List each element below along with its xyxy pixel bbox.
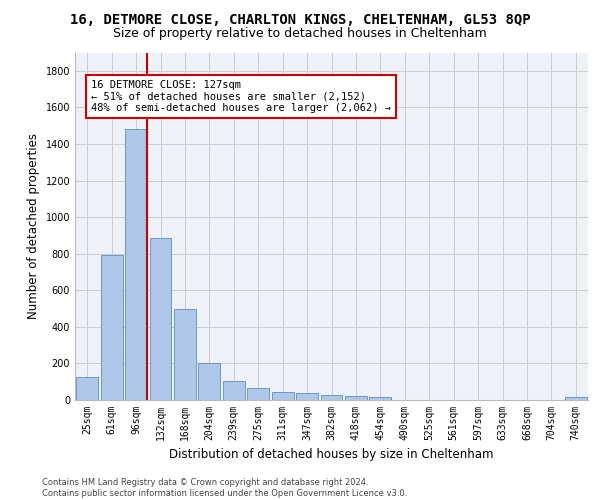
Y-axis label: Number of detached properties: Number of detached properties: [27, 133, 40, 320]
Bar: [345, 396, 367, 400]
Text: 16, DETMORE CLOSE, CHARLTON KINGS, CHELTENHAM, GL53 8QP: 16, DETMORE CLOSE, CHARLTON KINGS, CHELT…: [70, 12, 530, 26]
Bar: [149, 238, 172, 400]
Bar: [296, 393, 318, 400]
Bar: [101, 254, 122, 400]
Text: Size of property relative to detached houses in Cheltenham: Size of property relative to detached ho…: [113, 28, 487, 40]
Bar: [320, 394, 343, 400]
X-axis label: Distribution of detached houses by size in Cheltenham: Distribution of detached houses by size …: [169, 448, 494, 462]
Bar: [223, 381, 245, 400]
Bar: [76, 377, 98, 400]
Bar: [125, 130, 147, 400]
Bar: [199, 362, 220, 400]
Bar: [247, 388, 269, 400]
Bar: [565, 396, 587, 400]
Text: Contains HM Land Registry data © Crown copyright and database right 2024.
Contai: Contains HM Land Registry data © Crown c…: [42, 478, 407, 498]
Text: 16 DETMORE CLOSE: 127sqm
← 51% of detached houses are smaller (2,152)
48% of sem: 16 DETMORE CLOSE: 127sqm ← 51% of detach…: [91, 80, 391, 113]
Bar: [370, 397, 391, 400]
Bar: [272, 392, 293, 400]
Bar: [174, 308, 196, 400]
